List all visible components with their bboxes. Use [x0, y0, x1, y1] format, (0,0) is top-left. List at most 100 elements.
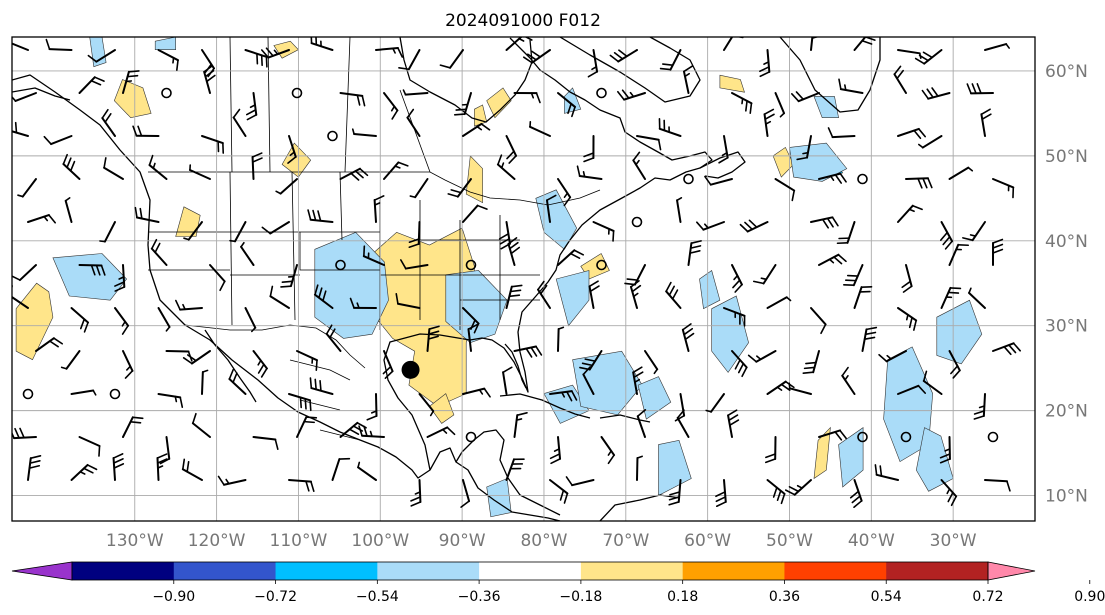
- wind-barb: [967, 287, 986, 309]
- wind-barb: [549, 436, 562, 465]
- wind-barb: [674, 393, 686, 422]
- wind-barb: [549, 390, 578, 402]
- wind-barb: [103, 157, 124, 180]
- wind-barb: [939, 436, 951, 464]
- wind-barb: [784, 479, 812, 496]
- shaded-region-4-17: [838, 427, 864, 488]
- wind-barb: [188, 164, 211, 180]
- wind-barb: [545, 194, 557, 223]
- wind-barb: [183, 221, 203, 241]
- wind-barb: [27, 214, 56, 224]
- wind-barb: [636, 455, 643, 481]
- wind-barb: [576, 165, 603, 180]
- wind-barb: [763, 108, 775, 137]
- wind-barb: [505, 37, 533, 51]
- latitude-tick-labels: 60°N 50°N 40°N 30°N 20°N 10°N: [1045, 62, 1088, 507]
- calm-wind-marker: [465, 431, 477, 443]
- wind-barb: [841, 366, 856, 395]
- wind-barb: [462, 204, 488, 223]
- shaded-region-5-0: [428, 393, 455, 424]
- wind-barb: [217, 475, 247, 486]
- wind-barb: [836, 221, 856, 245]
- wind-barb: [992, 342, 1022, 356]
- wind-barb: [557, 92, 577, 118]
- wind-barb: [565, 476, 595, 487]
- wind-barb: [827, 127, 856, 139]
- colorbar-tick-label: −0.72: [254, 589, 297, 605]
- shaded-region-2-6: [465, 155, 483, 204]
- wind-barb: [513, 345, 543, 358]
- colorbar-segment: [682, 562, 785, 580]
- wind-barb: [159, 436, 171, 465]
- wind-barb: [973, 393, 986, 420]
- marker-layer: [401, 360, 420, 379]
- coastline-florida: [504, 343, 527, 389]
- calm-wind-marker: [596, 259, 607, 271]
- map-area: [11, 36, 1036, 522]
- wind-barb: [375, 47, 404, 58]
- shaded-region-4-9: [637, 376, 672, 420]
- wind-barb: [70, 307, 90, 333]
- wind-barb: [17, 178, 37, 198]
- wind-barb: [617, 89, 646, 101]
- wind-barb: [269, 285, 290, 309]
- wind-barb: [705, 393, 725, 413]
- wind-barb: [587, 49, 599, 78]
- lat-tick-label: 50°N: [1045, 147, 1088, 167]
- wind-barb: [349, 297, 377, 309]
- colorbar-segment: [784, 562, 887, 580]
- wind-barb: [45, 38, 73, 51]
- wind-barb: [362, 245, 385, 266]
- shaded-region-4-1: [445, 270, 508, 344]
- wind-barb: [280, 264, 298, 288]
- colorbar-tick-label: 0.18: [667, 589, 698, 605]
- wind-barb: [288, 479, 315, 492]
- lon-tick-label: 30°W: [930, 531, 977, 551]
- wind-barb: [309, 377, 334, 395]
- wind-barb-layer: [12, 37, 1022, 508]
- wind-barb: [764, 436, 777, 464]
- wind-barb: [731, 350, 748, 378]
- colorbar-segment: [377, 562, 480, 580]
- colorbar-extend-high: [987, 561, 1036, 581]
- wind-barb: [939, 221, 954, 250]
- wind-barb: [723, 307, 746, 327]
- storm-center-marker: [401, 360, 420, 379]
- wind-barb: [687, 240, 702, 266]
- wind-barb: [788, 382, 812, 395]
- wind-barb: [395, 293, 421, 309]
- gridline-layer: [12, 37, 1035, 521]
- wind-barb: [802, 350, 820, 374]
- wind-barb: [12, 285, 29, 309]
- wind-barb: [549, 479, 569, 504]
- wind-barb: [383, 92, 399, 120]
- coastline-gulf-of-mexico: [383, 37, 713, 471]
- shaded-region-4-13: [658, 439, 692, 496]
- wind-barb: [175, 299, 203, 311]
- lon-tick-label: 90°W: [439, 531, 486, 551]
- wind-barb: [78, 76, 105, 94]
- wind-barb: [409, 178, 429, 199]
- wind-barb: [261, 221, 290, 235]
- lat-tick-label: 60°N: [1045, 62, 1088, 82]
- coastline-baffin: [559, 37, 701, 103]
- wind-barb: [467, 323, 479, 352]
- lon-tick-label: 60°W: [684, 531, 731, 551]
- wind-barb: [948, 350, 961, 379]
- shaded-region-4-20: [154, 37, 176, 51]
- colorbar: [11, 561, 1036, 581]
- coastline-greenland: [779, 37, 881, 113]
- wind-barb: [715, 479, 727, 508]
- wind-barb: [402, 89, 429, 96]
- wind-barb: [583, 135, 595, 163]
- wind-barb: [148, 154, 168, 180]
- wind-barb: [373, 195, 385, 223]
- wind-barb: [992, 178, 1015, 199]
- wind-barb: [229, 221, 247, 243]
- wind-barb: [12, 121, 29, 137]
- wind-barb: [843, 264, 864, 287]
- coastline-south-america: [599, 494, 681, 521]
- border-layer: [148, 37, 601, 441]
- wind-barb: [901, 264, 913, 293]
